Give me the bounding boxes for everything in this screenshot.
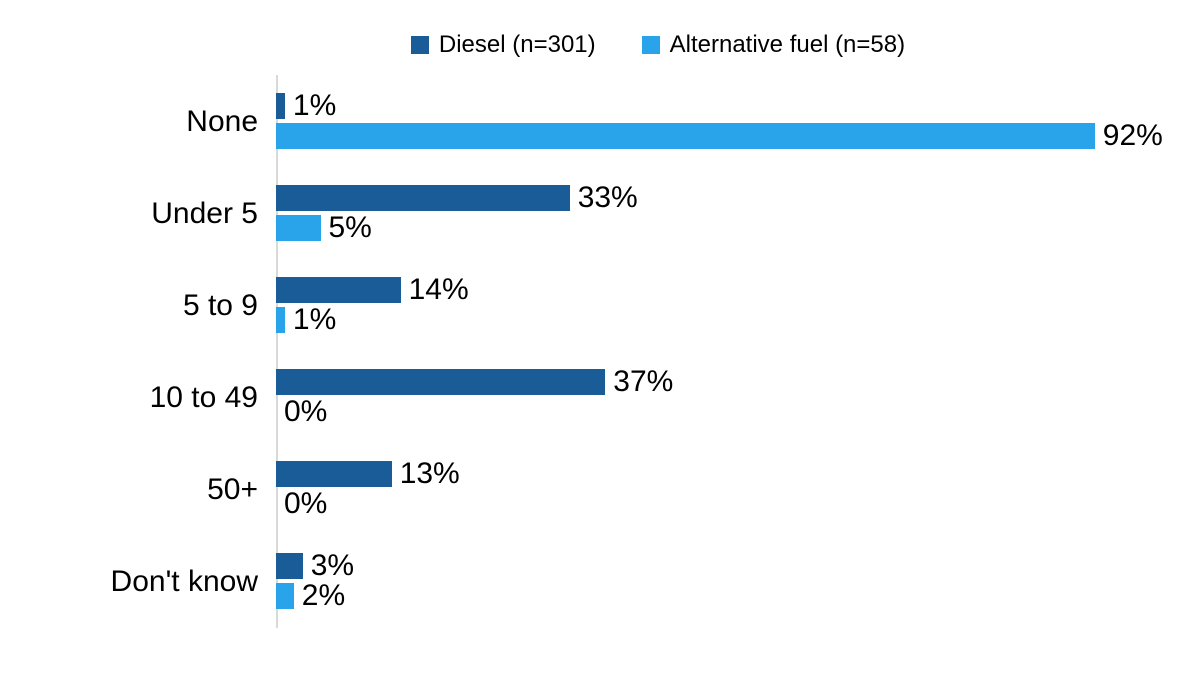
value-label: 5% <box>328 211 372 244</box>
bar-line: 14% <box>276 273 469 306</box>
bar-line: 0% <box>276 395 673 428</box>
category-label: None <box>186 104 258 138</box>
value-label: 0% <box>284 487 328 520</box>
bar-alternative-fuel <box>276 583 294 609</box>
bar-diesel <box>276 369 606 395</box>
bar-line: 37% <box>276 365 674 398</box>
bar-diesel <box>276 277 401 303</box>
bar-line: 5% <box>276 211 638 244</box>
bar-line: 3% <box>276 549 355 582</box>
legend-item-1: Alternative fuel (n=58) <box>641 31 906 58</box>
category-label: Under 5 <box>151 196 258 230</box>
bar-line: 2% <box>276 579 354 612</box>
y-axis-line <box>276 75 278 628</box>
bar-group: 37% 0% <box>276 365 674 428</box>
legend-label-0: Diesel (n=301) <box>438 31 596 58</box>
bar-group: 33% 5% <box>276 181 638 244</box>
bar-diesel <box>276 461 392 487</box>
legend: Diesel (n=301) Alternative fuel (n=58) <box>410 31 906 58</box>
legend-wrap: Diesel (n=301) Alternative fuel (n=58) <box>0 33 1200 57</box>
legend-swatch-1 <box>641 36 660 54</box>
category-row: Don't know 3% 2% <box>0 549 1163 612</box>
bar-line: 0% <box>276 487 460 520</box>
value-label: 2% <box>301 579 346 612</box>
category-label: 5 to 9 <box>182 288 258 322</box>
bar-group: 14% 1% <box>276 273 469 336</box>
bar-line: 1% <box>276 89 1163 122</box>
legend-item-0: Diesel (n=301) <box>410 31 596 58</box>
bar-alternative-fuel <box>276 307 285 333</box>
value-label: 3% <box>310 549 355 582</box>
bar-diesel <box>276 553 303 579</box>
bar-line: 1% <box>276 303 469 336</box>
bar-line: 13% <box>276 457 460 490</box>
value-label: 14% <box>408 273 469 306</box>
bar-group: 3% 2% <box>276 549 355 612</box>
value-label: 0% <box>284 395 328 428</box>
bar-alternative-fuel <box>276 123 1095 149</box>
chart: None 1% 92% Under 5 33% 5% 5 to 9 14% 1% 10 to 49… <box>0 75 1200 635</box>
legend-swatch-0 <box>410 36 429 54</box>
value-label: 1% <box>292 89 337 122</box>
category-label: 10 to 49 <box>149 380 258 414</box>
value-label: 37% <box>613 365 674 398</box>
legend-label-1: Alternative fuel (n=58) <box>669 31 906 58</box>
value-label: 92% <box>1102 119 1163 152</box>
category-row: 50+ 13% 0% <box>0 457 1163 520</box>
bar-group: 1% 92% <box>276 89 1163 152</box>
bar-diesel <box>276 93 285 119</box>
category-row: 5 to 9 14% 1% <box>0 273 1163 336</box>
category-row: None 1% 92% <box>0 89 1163 152</box>
value-label: 33% <box>577 181 638 214</box>
category-row: 10 to 49 37% 0% <box>0 365 1163 428</box>
category-label: Don't know <box>110 564 258 598</box>
bar-alternative-fuel <box>276 215 321 241</box>
value-label: 1% <box>292 303 337 336</box>
value-label: 13% <box>399 457 460 490</box>
bar-line: 33% <box>276 181 638 214</box>
category-row: Under 5 33% 5% <box>0 181 1163 244</box>
bar-diesel <box>276 185 570 211</box>
bar-group: 13% 0% <box>276 457 460 520</box>
bar-line: 92% <box>276 119 1163 152</box>
category-label: 50+ <box>207 472 258 506</box>
bar-rows: None 1% 92% Under 5 33% 5% 5 to 9 14% 1% 10 to 49… <box>0 89 1163 612</box>
